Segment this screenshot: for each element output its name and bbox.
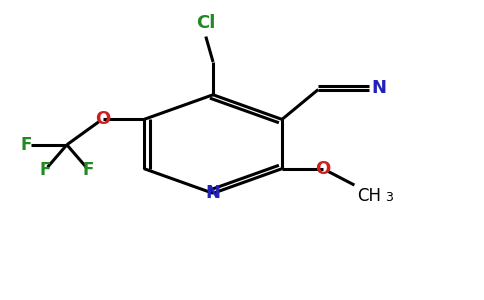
Text: N: N: [372, 79, 387, 97]
Text: O: O: [316, 160, 331, 178]
Text: 3: 3: [385, 191, 393, 204]
Text: Cl: Cl: [196, 14, 215, 32]
Text: O: O: [95, 110, 111, 128]
Text: F: F: [83, 161, 94, 179]
Text: F: F: [20, 136, 31, 154]
Text: F: F: [40, 161, 51, 179]
Text: CH: CH: [357, 187, 381, 205]
Text: N: N: [206, 184, 221, 202]
